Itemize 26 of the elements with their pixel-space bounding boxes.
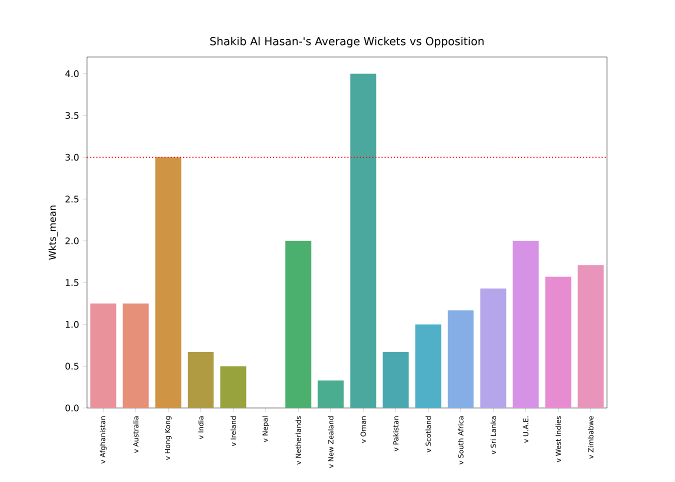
bar	[415, 324, 442, 408]
bar	[122, 304, 149, 408]
y-tick-label: 3.5	[66, 112, 78, 119]
bar	[350, 74, 376, 408]
bar	[155, 157, 182, 408]
y-tick-label: 1.0	[66, 321, 79, 328]
y-tick-label: 0.0	[65, 404, 79, 412]
bar	[285, 240, 312, 408]
chart-title: Shakib Al Hasan-'s Average Wickets vs Opposition	[210, 36, 484, 48]
bar	[545, 276, 572, 408]
bar	[188, 352, 214, 408]
bar	[90, 304, 116, 408]
y-tick-label: 2.5	[66, 196, 78, 202]
y-tick-label: 3.0	[66, 154, 79, 161]
bar	[578, 265, 604, 408]
bar	[480, 288, 506, 408]
y-axis-title: Wkts_mean	[48, 206, 58, 260]
y-tick-label: 4.0	[65, 70, 79, 78]
bar	[512, 240, 539, 408]
bar	[318, 380, 344, 408]
y-tick-label: 0.5	[65, 362, 78, 370]
bar	[382, 352, 409, 408]
bar	[448, 310, 474, 408]
y-tick-label: 1.5	[66, 279, 78, 286]
bar	[220, 366, 246, 408]
y-tick-label: 2.0	[66, 237, 79, 244]
